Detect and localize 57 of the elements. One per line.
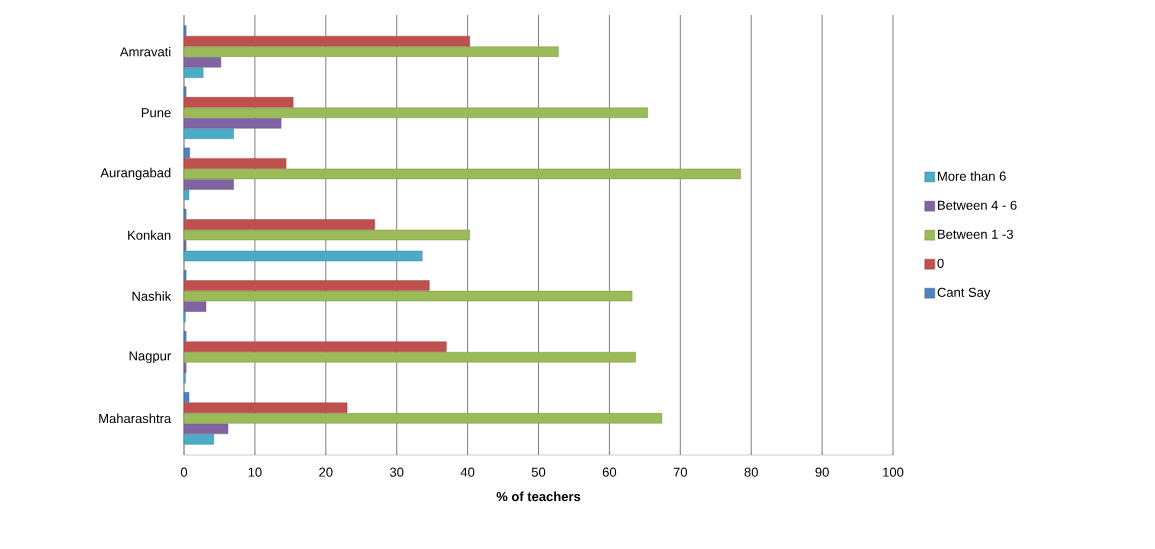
x-tick-label: 30 [389, 467, 404, 477]
x-tick-label: 70 [673, 467, 688, 477]
y-tick-label: Maharashtra [99, 413, 172, 424]
bar [183, 240, 187, 251]
x-tick-label: 0 [180, 467, 188, 477]
y-tick-label: Nagpur [129, 351, 171, 364]
bar [183, 219, 375, 230]
bar [183, 392, 190, 403]
x-tick-label: 80 [744, 467, 758, 477]
bar [183, 434, 214, 445]
x-tick-label: 50 [531, 467, 546, 477]
bar [183, 25, 187, 36]
bar [183, 189, 190, 201]
bar [183, 56, 222, 68]
bar [183, 118, 282, 129]
legend-label: More than 6 [938, 171, 1006, 181]
bar [183, 301, 207, 312]
bar [183, 107, 648, 118]
x-tick-label: 10 [248, 467, 262, 477]
bar [183, 179, 234, 190]
bar [183, 352, 636, 363]
bar [183, 128, 234, 139]
bar [183, 147, 190, 159]
bar [183, 250, 423, 262]
bar [183, 341, 447, 352]
bar [183, 168, 741, 180]
legend-label: Cant Say [937, 287, 991, 300]
bar [183, 413, 663, 424]
x-tick-label: 100 [883, 467, 904, 477]
legend-label: 0 [937, 258, 944, 268]
bar [183, 269, 187, 281]
y-tick-label: Pune [141, 108, 171, 118]
bar [183, 46, 559, 57]
legend-label: Between 1 -3 [938, 229, 1013, 239]
bar [183, 97, 294, 108]
bar [183, 86, 187, 97]
x-axis-title: % of teachers [496, 491, 581, 502]
bar [183, 35, 470, 47]
bar [183, 67, 204, 78]
y-tick-label: Amravati [119, 46, 171, 57]
x-tick-label: 20 [319, 467, 333, 477]
y-tick-label: Nashik [132, 291, 172, 301]
bar [183, 229, 470, 241]
legend-label: Between 4 - 6 [938, 200, 1017, 210]
bar [183, 362, 187, 373]
y-tick-label: Aurangabad [100, 167, 171, 180]
bar [183, 280, 430, 291]
bar [183, 423, 229, 435]
bar [183, 290, 633, 302]
y-tick-label: Konkan [128, 230, 171, 240]
bar [183, 331, 187, 342]
bar [183, 158, 287, 169]
bar [183, 402, 348, 414]
bar [183, 208, 187, 220]
x-tick-label: 40 [460, 467, 475, 477]
x-tick-label: 60 [602, 467, 617, 477]
x-tick-label: 90 [815, 467, 829, 477]
